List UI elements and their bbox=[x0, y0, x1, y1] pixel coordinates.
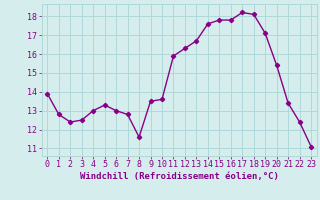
X-axis label: Windchill (Refroidissement éolien,°C): Windchill (Refroidissement éolien,°C) bbox=[80, 172, 279, 181]
